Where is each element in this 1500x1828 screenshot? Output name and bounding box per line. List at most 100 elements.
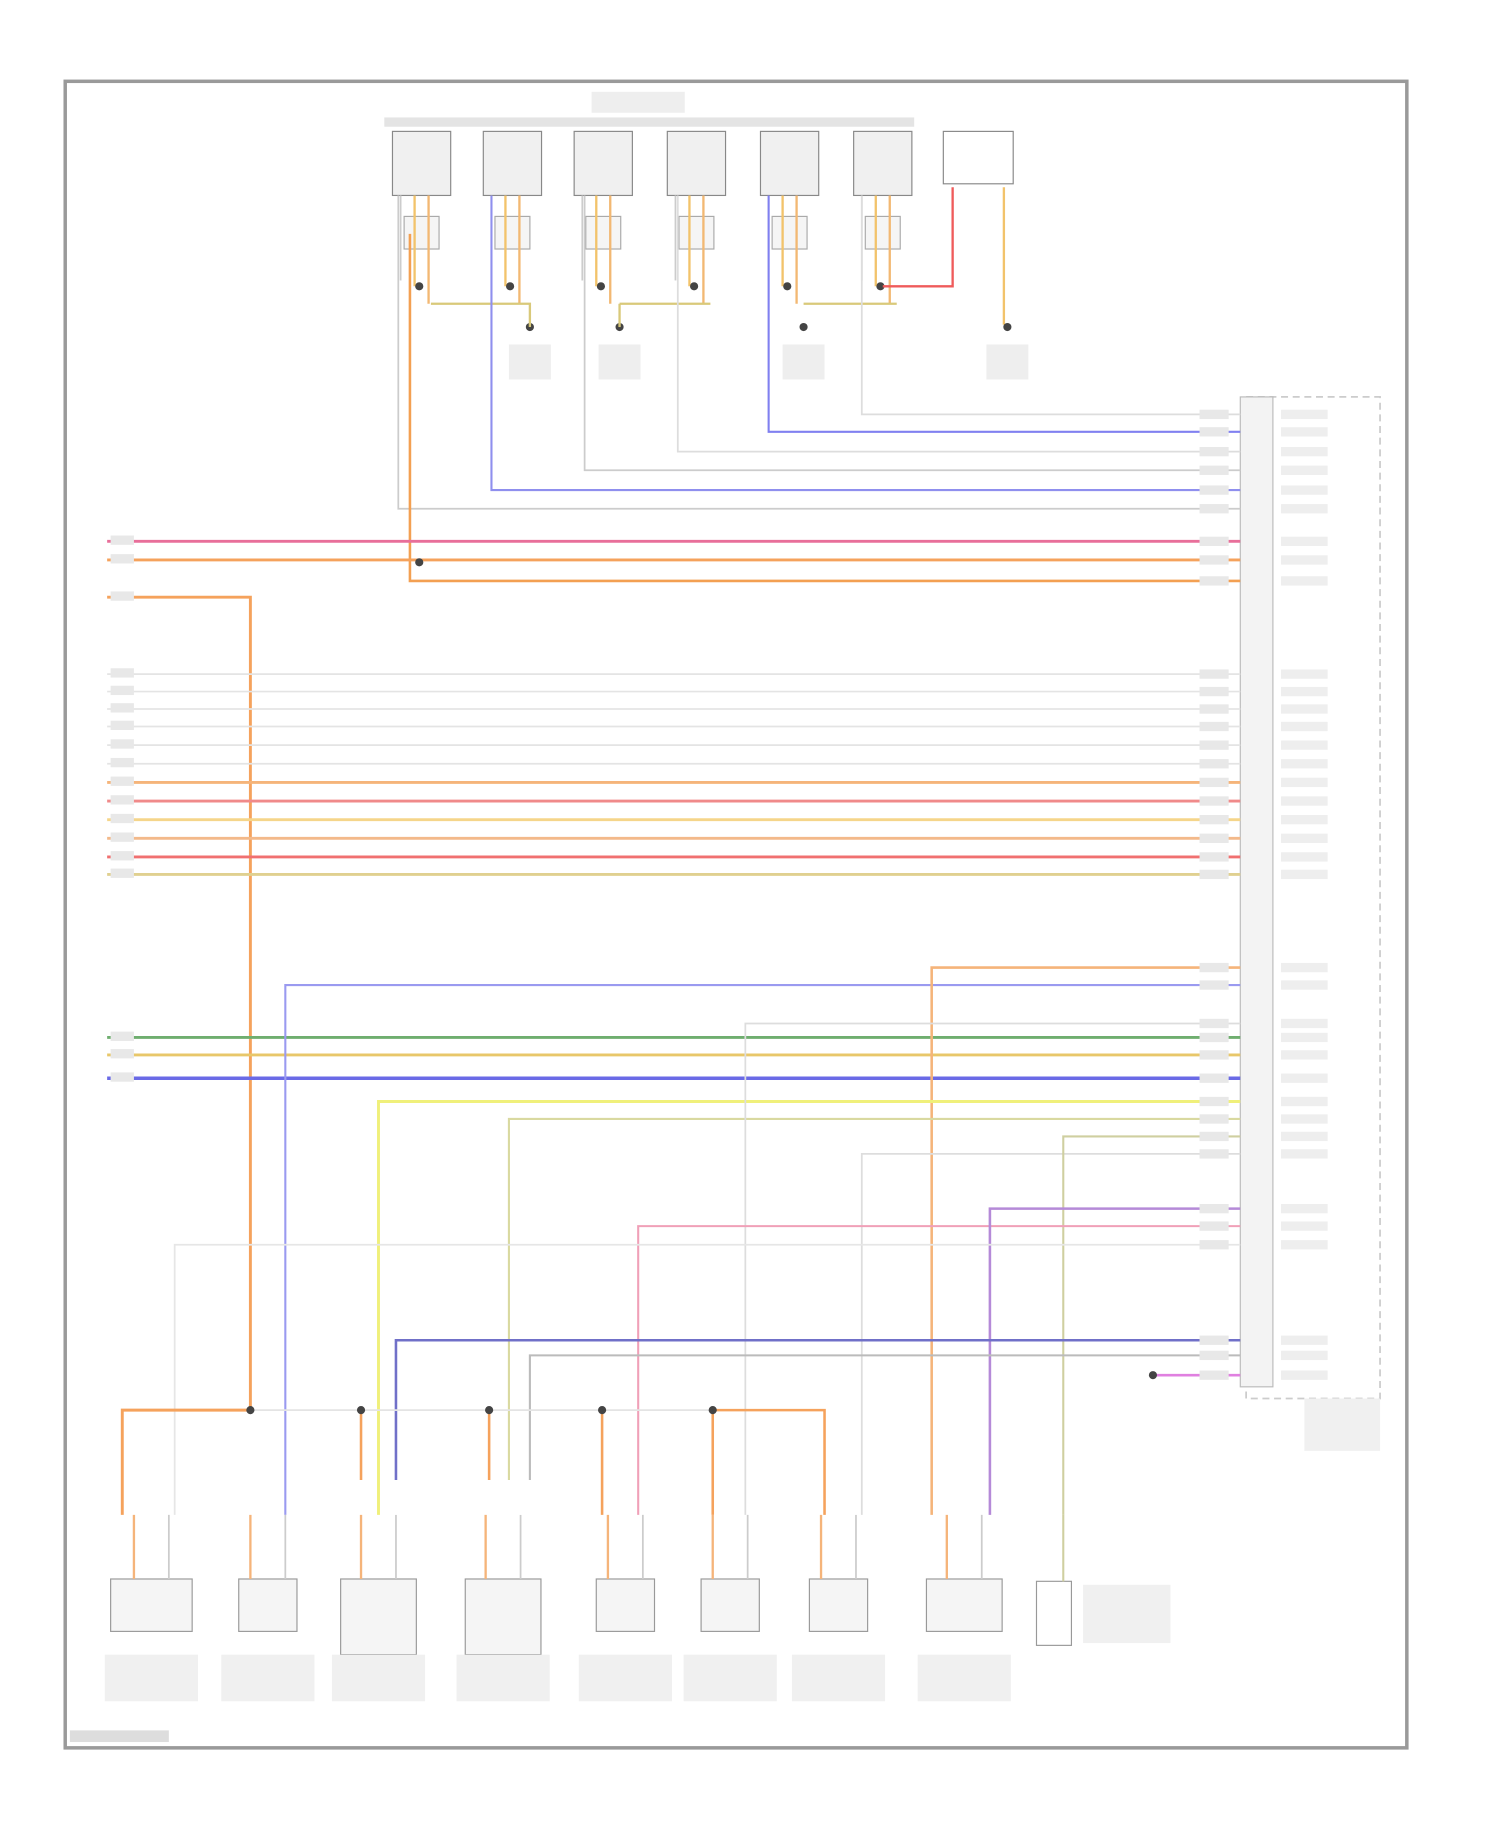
component-label <box>791 1654 886 1702</box>
wire-label <box>110 1049 134 1059</box>
wire-label <box>1199 485 1229 495</box>
wire <box>377 1100 1241 1515</box>
coil-connector <box>771 215 808 250</box>
splice <box>690 282 699 291</box>
pin-label <box>1281 980 1328 990</box>
wire-label <box>1199 869 1229 880</box>
wire-label <box>1199 1050 1229 1060</box>
sensor-component <box>700 1578 760 1632</box>
wire <box>397 195 1241 510</box>
wire-label <box>110 535 134 545</box>
wire-label <box>1199 1131 1229 1142</box>
sensor-component <box>238 1578 298 1632</box>
pin-label <box>1281 962 1328 973</box>
wire <box>173 1243 1241 1515</box>
pin-label <box>1281 1050 1328 1060</box>
wire-label <box>110 703 134 713</box>
splice <box>708 1406 717 1415</box>
sensor-component <box>464 1578 542 1656</box>
sensor-component <box>110 1578 193 1632</box>
wire-label <box>1199 1149 1229 1159</box>
sensor-component <box>942 130 1014 185</box>
wire-label <box>1199 721 1229 732</box>
wire <box>583 195 1241 472</box>
coil-component <box>666 130 727 197</box>
pin-label <box>1281 704 1328 714</box>
wire <box>676 195 1241 453</box>
switch-component <box>1035 1580 1073 1646</box>
wire-label <box>110 1072 134 1082</box>
footer-label-block <box>69 1730 169 1743</box>
component-label <box>456 1654 550 1702</box>
sensor-component <box>340 1578 417 1656</box>
pin-label <box>1281 1335 1328 1345</box>
wire-label <box>1199 852 1229 862</box>
pin-label <box>1281 833 1328 843</box>
wire-label <box>1199 1114 1229 1124</box>
wire-label <box>1199 1350 1229 1361</box>
module-connector <box>1239 396 1274 1388</box>
wire-label <box>1199 1335 1229 1345</box>
pin-label <box>1281 536 1328 546</box>
pin-label <box>1281 869 1328 880</box>
coil-component <box>853 130 913 197</box>
coil-connector <box>864 215 901 250</box>
splice <box>485 1406 494 1415</box>
component-label <box>578 1654 672 1702</box>
component-label <box>683 1654 777 1702</box>
wire-label <box>110 832 134 842</box>
wire-label <box>110 720 134 730</box>
wire <box>284 983 1241 1515</box>
coil-component <box>391 130 452 197</box>
wire-label <box>1199 740 1229 750</box>
wire-label <box>1199 1096 1229 1107</box>
wire <box>528 1354 1241 1480</box>
component-label <box>331 1654 426 1702</box>
wire-label <box>1199 759 1229 769</box>
sensor-component <box>808 1578 869 1632</box>
pin-label <box>1281 1114 1328 1124</box>
wire-label <box>1199 686 1229 697</box>
sensor-component <box>925 1578 1003 1632</box>
ground-label <box>986 344 1029 380</box>
wire-label <box>1199 504 1229 514</box>
wire-label <box>1199 446 1229 457</box>
wire-label <box>1199 1240 1229 1250</box>
pin-label <box>1281 815 1328 825</box>
pin-label <box>1281 1350 1328 1361</box>
pin-label <box>1281 409 1328 420</box>
splice <box>799 322 808 332</box>
wire-label <box>1199 536 1229 546</box>
pin-label <box>1281 1240 1328 1250</box>
splice <box>506 282 515 291</box>
wire <box>860 195 1241 416</box>
pin-label <box>1281 1221 1328 1231</box>
wire <box>107 595 252 1411</box>
wire <box>120 1408 251 1515</box>
wire <box>767 195 1241 433</box>
splice <box>598 1406 607 1415</box>
wire-label <box>110 668 134 678</box>
wire <box>716 1408 826 1515</box>
wire-label <box>110 554 134 564</box>
diagram-frame <box>63 79 1409 1750</box>
pin-label <box>1281 1203 1328 1214</box>
pin-label <box>1281 777 1328 788</box>
pin-label <box>1281 796 1328 806</box>
splice <box>415 282 424 291</box>
component-bus <box>384 117 915 127</box>
wire-label <box>1199 1032 1229 1043</box>
ground-label <box>782 344 825 380</box>
pin-label <box>1281 576 1328 586</box>
wire-label <box>1199 555 1229 565</box>
wire-label <box>1199 427 1229 437</box>
coil-connector <box>678 215 715 250</box>
wire <box>860 1153 1241 1515</box>
wire-label <box>1199 980 1229 990</box>
wire <box>988 1207 1241 1515</box>
splice <box>356 1406 366 1415</box>
wire <box>430 302 532 328</box>
wire-label <box>1199 1073 1229 1083</box>
wire-label <box>1199 815 1229 825</box>
